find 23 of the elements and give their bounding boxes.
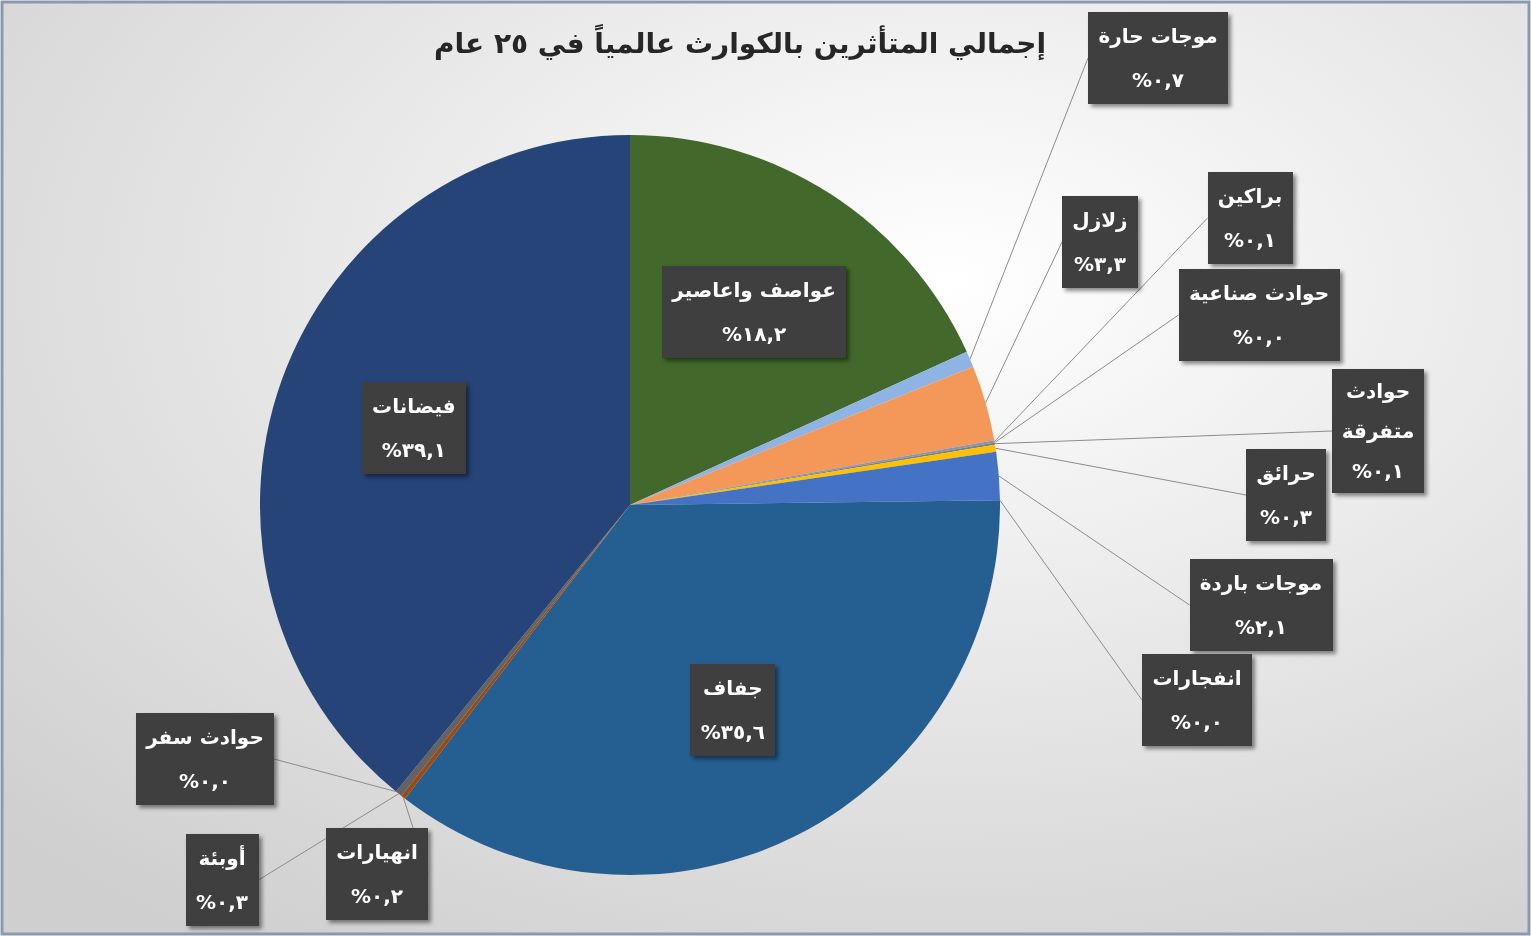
data-label: ٣٥,٦% <box>699 719 766 747</box>
title: إجمالي المتأثرين بالكوارث عالمياً في ٢٥ عام <box>430 22 1050 66</box>
slice-label: حرائق <box>1255 460 1317 487</box>
slice-label: حوادث متفرقة <box>1341 378 1415 445</box>
slice-label: فيضانات <box>371 392 457 420</box>
slice-label: أوبئة <box>197 844 247 872</box>
data-label: ٠,٣% <box>1258 504 1314 531</box>
slice-label: انهيارات <box>335 839 419 866</box>
slice-label: جفاف <box>702 675 764 703</box>
slice-label: زلازل <box>1071 207 1129 234</box>
data-label: ٠,٢% <box>349 883 405 910</box>
data-label: ٣,٣% <box>1072 251 1128 278</box>
data-label: ٠,١% <box>1222 227 1278 254</box>
data-label: ٠,٣% <box>194 889 250 916</box>
slice-label: موجات حارة <box>1097 23 1219 50</box>
slice-label: عواصف واعاصير <box>671 277 837 305</box>
data-label: ٢,١% <box>1233 614 1289 641</box>
data-label: ٠,١% <box>1350 458 1406 485</box>
slice-label: موجات باردة <box>1198 570 1324 597</box>
data-label: ١٨,٢% <box>721 321 788 349</box>
data-label: ٣٩,١% <box>380 436 448 464</box>
slice-label: براكين <box>1216 183 1284 210</box>
data-label: ٠,٧% <box>1130 67 1186 94</box>
